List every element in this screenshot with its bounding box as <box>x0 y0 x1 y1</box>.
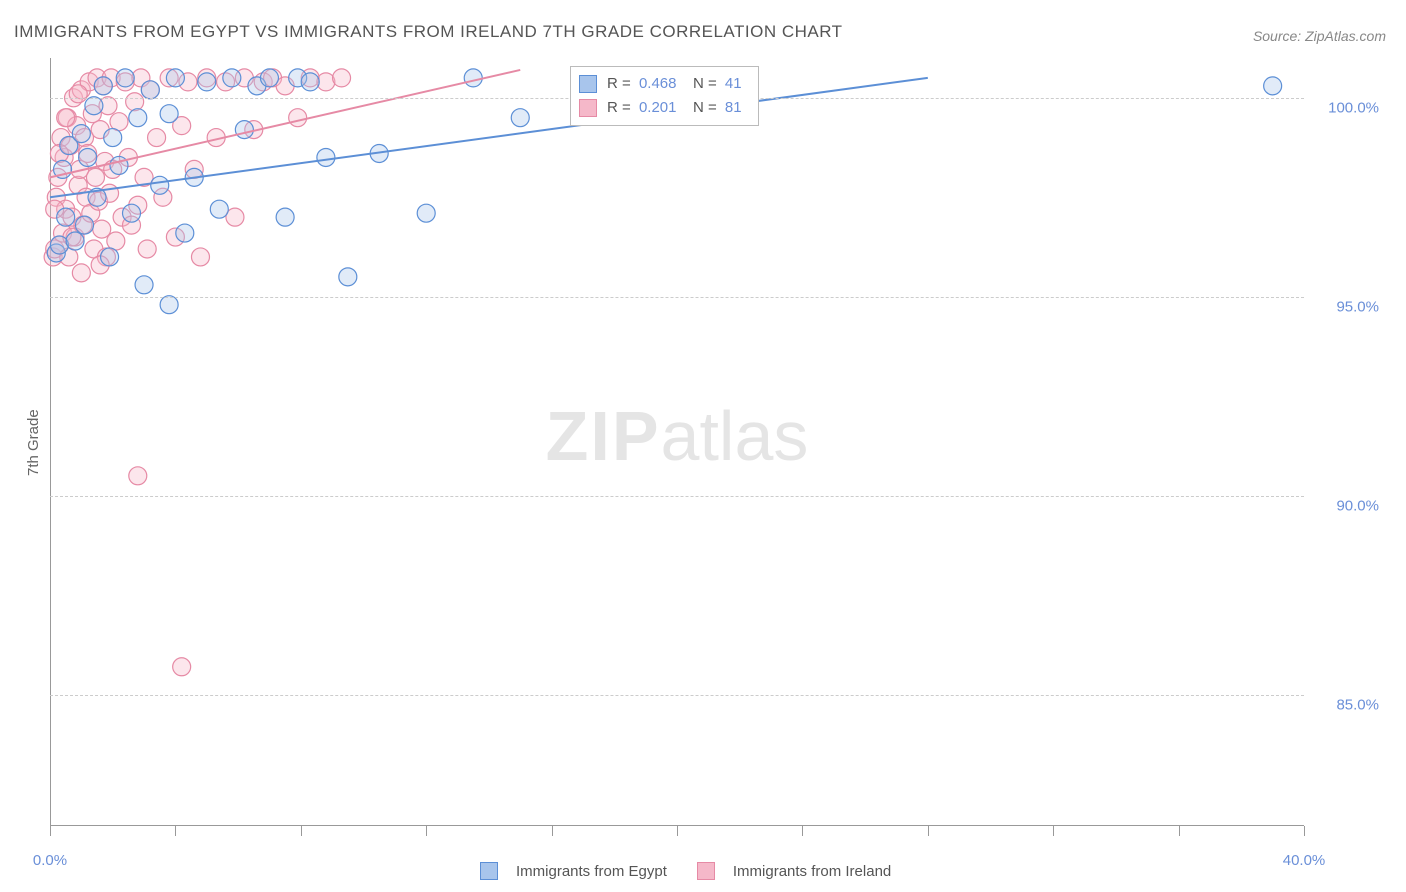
scatter-point <box>160 105 178 123</box>
xtick-label: 0.0% <box>33 852 67 869</box>
legend-text: N = <box>680 96 720 120</box>
legend-swatch <box>579 99 597 117</box>
scatter-point <box>94 77 112 95</box>
scatter-point <box>289 109 307 127</box>
scatter-point <box>57 109 75 127</box>
scatter-point <box>107 232 125 250</box>
scatter-point <box>301 73 319 91</box>
gridline <box>50 695 1304 696</box>
xtick <box>677 826 678 836</box>
correlation-legend: R = 0.468 N = 41R = 0.201 N = 81 <box>570 66 759 126</box>
scatter-point <box>129 467 147 485</box>
xtick <box>301 826 302 836</box>
legend-text: N = <box>680 72 720 96</box>
legend-r-value: 0.201 <box>639 96 677 120</box>
legend-item: Immigrants from Egypt <box>480 862 667 880</box>
gridline <box>50 297 1304 298</box>
scatter-point <box>276 208 294 226</box>
chart-title: IMMIGRANTS FROM EGYPT VS IMMIGRANTS FROM… <box>14 22 843 42</box>
xtick <box>1053 826 1054 836</box>
legend-series-name: Immigrants from Egypt <box>516 863 667 880</box>
xtick <box>1304 826 1305 836</box>
legend-swatch <box>697 862 715 880</box>
xtick <box>50 826 51 836</box>
scatter-point <box>126 93 144 111</box>
scatter-point <box>148 129 166 147</box>
source-label: Source: ZipAtlas.com <box>1253 28 1386 44</box>
scatter-point <box>235 121 253 139</box>
plot-area: ZIPatlas 85.0%90.0%95.0%100.0%0.0%40.0% <box>50 58 1304 814</box>
scatter-point <box>138 240 156 258</box>
scatter-point <box>79 148 97 166</box>
scatter-point <box>116 69 134 87</box>
scatter-point <box>198 73 216 91</box>
scatter-point <box>93 220 111 238</box>
scatter-point <box>210 200 228 218</box>
legend-text: R = <box>607 96 635 120</box>
scatter-point <box>160 296 178 314</box>
scatter-point <box>223 69 241 87</box>
scatter-point <box>72 264 90 282</box>
xtick <box>1179 826 1180 836</box>
ytick-label: 95.0% <box>1314 298 1379 315</box>
legend-row: R = 0.201 N = 81 <box>579 96 746 120</box>
scatter-point <box>511 109 529 127</box>
legend-row: R = 0.468 N = 41 <box>579 72 746 96</box>
regression-line <box>50 78 928 197</box>
scatter-point <box>86 168 104 186</box>
xtick <box>426 826 427 836</box>
ytick-label: 90.0% <box>1314 497 1379 514</box>
scatter-point <box>166 69 184 87</box>
chart-container: IMMIGRANTS FROM EGYPT VS IMMIGRANTS FROM… <box>0 0 1406 892</box>
scatter-point <box>110 156 128 174</box>
scatter-point <box>85 97 103 115</box>
legend-n-value: 41 <box>725 72 742 96</box>
xtick <box>928 826 929 836</box>
xtick <box>552 826 553 836</box>
gridline <box>50 496 1304 497</box>
legend-series-name: Immigrants from Ireland <box>733 863 891 880</box>
legend-text: R = <box>607 72 635 96</box>
scatter-point <box>317 148 335 166</box>
scatter-point <box>104 129 122 147</box>
scatter-point <box>110 113 128 131</box>
scatter-point <box>151 176 169 194</box>
legend-n-value: 81 <box>725 96 742 120</box>
xtick <box>175 826 176 836</box>
legend-item: Immigrants from Ireland <box>697 862 891 880</box>
scatter-point <box>123 204 141 222</box>
y-axis-label: 7th Grade <box>25 409 42 476</box>
scatter-point <box>141 81 159 99</box>
scatter-point <box>417 204 435 222</box>
scatter-point <box>75 216 93 234</box>
scatter-point <box>69 85 87 103</box>
scatter-point <box>57 208 75 226</box>
xtick-label: 40.0% <box>1283 852 1326 869</box>
scatter-point <box>1264 77 1282 95</box>
legend-swatch <box>480 862 498 880</box>
scatter-point <box>191 248 209 266</box>
series-legend: Immigrants from Egypt Immigrants from Ire… <box>480 862 891 880</box>
scatter-point <box>464 69 482 87</box>
scatter-point <box>101 248 119 266</box>
ytick-label: 100.0% <box>1314 99 1379 116</box>
scatter-point <box>135 276 153 294</box>
legend-swatch <box>579 75 597 93</box>
xtick <box>802 826 803 836</box>
scatter-point <box>176 224 194 242</box>
scatter-point <box>129 109 147 127</box>
scatter-point <box>173 658 191 676</box>
scatter-point <box>333 69 351 87</box>
scatter-point <box>260 69 278 87</box>
scatter-point <box>72 125 90 143</box>
scatter-point <box>50 236 68 254</box>
legend-r-value: 0.468 <box>639 72 677 96</box>
plot-svg <box>50 58 1304 814</box>
ytick-label: 85.0% <box>1314 696 1379 713</box>
scatter-point <box>66 232 84 250</box>
scatter-point <box>339 268 357 286</box>
